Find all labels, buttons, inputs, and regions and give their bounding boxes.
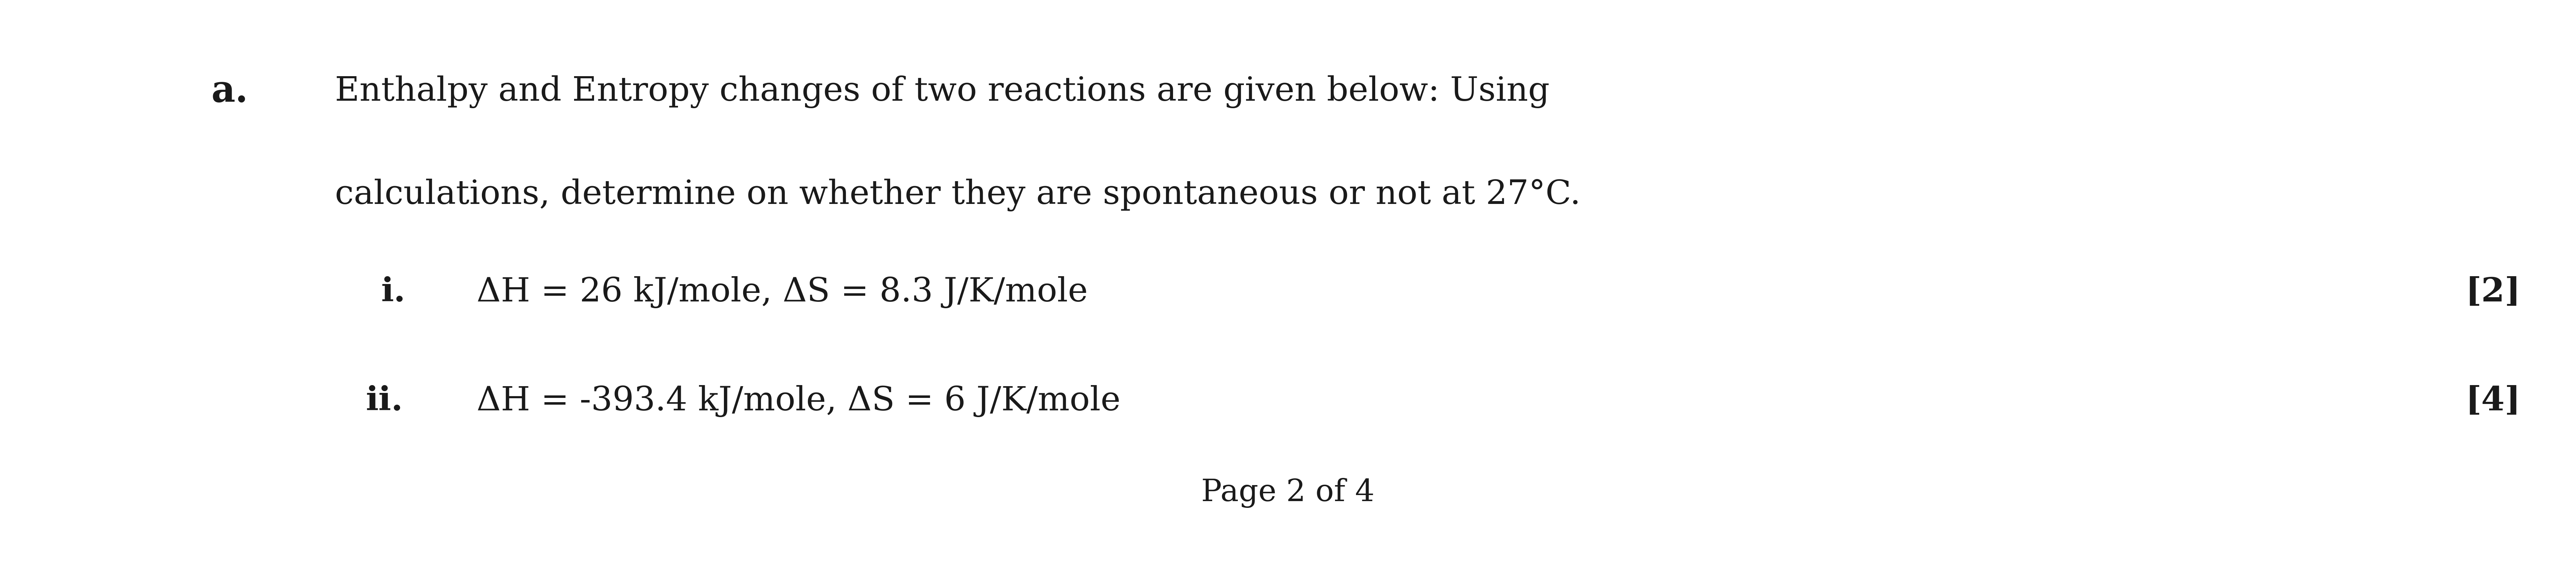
Text: ii.: ii. [366, 385, 402, 417]
Text: i.: i. [381, 276, 407, 308]
Text: Page 2 of 4: Page 2 of 4 [1200, 478, 1376, 508]
Text: a.: a. [211, 73, 247, 110]
Text: ΔH = 26 kJ/mole, ΔS = 8.3 J/K/mole: ΔH = 26 kJ/mole, ΔS = 8.3 J/K/mole [477, 276, 1087, 308]
Text: [2]: [2] [2465, 276, 2519, 308]
Text: [4]: [4] [2465, 385, 2519, 417]
Text: calculations, determine on whether they are spontaneous or not at 27°C.: calculations, determine on whether they … [335, 178, 1582, 211]
Text: Enthalpy and Entropy changes of two reactions are given below: Using: Enthalpy and Entropy changes of two reac… [335, 75, 1551, 108]
Text: ΔH = -393.4 kJ/mole, ΔS = 6 J/K/mole: ΔH = -393.4 kJ/mole, ΔS = 6 J/K/mole [477, 385, 1121, 417]
